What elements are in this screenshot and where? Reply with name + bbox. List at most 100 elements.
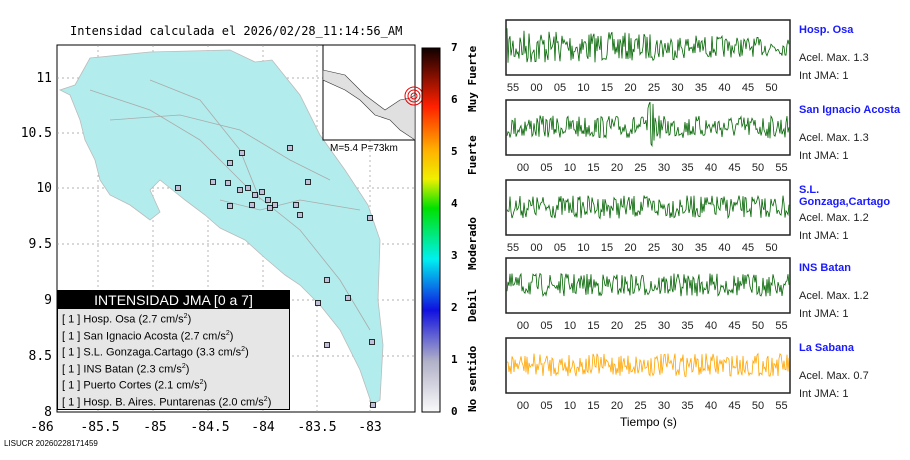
legend-station: Hosp. B. Aires. Puntarenas bbox=[83, 396, 216, 409]
station-marker[interactable] bbox=[315, 300, 321, 306]
colorbar-label-no-sentido: No sentido bbox=[466, 345, 479, 412]
time-tick: 20 bbox=[610, 400, 624, 412]
intensity-legend: INTENSIDAD JMA [0 a 7] [ 1 ] Hosp. Osa (… bbox=[57, 290, 290, 410]
waveform-trace bbox=[506, 101, 790, 148]
station-marker[interactable] bbox=[227, 203, 233, 209]
station-marker[interactable] bbox=[272, 202, 278, 208]
station-marker[interactable] bbox=[265, 197, 271, 203]
time-tick: 05 bbox=[553, 82, 567, 94]
station-marker[interactable] bbox=[287, 145, 293, 151]
station-int-jma: Int JMA: 1 bbox=[799, 388, 849, 400]
station-acel-max: Acel. Max. 1.2 bbox=[799, 290, 869, 302]
time-tick: 25 bbox=[634, 320, 647, 332]
time-tick: 00 bbox=[530, 242, 543, 254]
station-marker[interactable] bbox=[245, 185, 251, 191]
colorbar-tick: 4 bbox=[451, 197, 458, 210]
legend-intensity: [ 1 ] bbox=[62, 379, 81, 392]
station-marker[interactable] bbox=[225, 180, 231, 186]
legend-item: [ 1 ] S.L. Gonzaga.Cartago (3.3 cm/s2) bbox=[62, 346, 249, 359]
time-tick: 25 bbox=[647, 242, 661, 254]
time-tick: 15 bbox=[587, 162, 600, 174]
colorbar bbox=[421, 47, 441, 413]
time-tick: 40 bbox=[718, 242, 731, 254]
inset-label: M=5.4 P=73km bbox=[330, 143, 398, 154]
road bbox=[219, 199, 361, 211]
station-marker[interactable] bbox=[175, 185, 181, 191]
x-tick: -83.5 bbox=[297, 420, 337, 435]
station-marker[interactable] bbox=[249, 202, 255, 208]
time-tick: 20 bbox=[610, 320, 624, 332]
time-tick: 00 bbox=[516, 320, 530, 332]
colorbar-tick: 0 bbox=[451, 405, 458, 418]
station-marker[interactable] bbox=[305, 179, 311, 185]
station-name: INS Batan bbox=[799, 262, 851, 274]
legend-station: Puerto Cortes bbox=[83, 379, 152, 392]
station-int-jma: Int JMA: 1 bbox=[799, 150, 849, 162]
station-marker[interactable] bbox=[324, 342, 330, 348]
station-marker[interactable] bbox=[367, 215, 373, 221]
station-marker[interactable] bbox=[252, 192, 258, 198]
legend-item: [ 1 ] INS Batan (2.3 cm/s2) bbox=[62, 362, 190, 376]
waveform-trace bbox=[506, 352, 790, 377]
time-tick: 45 bbox=[728, 400, 741, 412]
station-marker[interactable] bbox=[210, 179, 216, 185]
time-tick: 00 bbox=[516, 162, 530, 174]
station-marker[interactable] bbox=[239, 150, 245, 156]
y-tick: 8.5 bbox=[28, 349, 52, 364]
legend-exponent: 2 bbox=[181, 362, 186, 370]
waveform-trace bbox=[506, 194, 790, 220]
station-marker[interactable] bbox=[293, 202, 299, 208]
time-tick: 50 bbox=[751, 400, 765, 412]
time-tick: 05 bbox=[553, 242, 567, 254]
waveform-panel bbox=[505, 257, 791, 314]
time-tick: 25 bbox=[647, 82, 661, 94]
station-marker[interactable] bbox=[237, 187, 243, 193]
y-tick: 9.5 bbox=[28, 237, 52, 252]
station-marker[interactable] bbox=[324, 277, 330, 283]
station-marker[interactable] bbox=[369, 339, 375, 345]
time-tick: 10 bbox=[577, 242, 590, 254]
station-marker[interactable] bbox=[227, 160, 233, 166]
time-tick: 20 bbox=[610, 162, 624, 174]
time-tick: 15 bbox=[587, 320, 600, 332]
time-tick: 40 bbox=[704, 320, 718, 332]
station-marker[interactable] bbox=[267, 205, 273, 211]
legend-acceleration: (2.1 cm/s bbox=[154, 379, 200, 392]
legend-exponent: 2 bbox=[241, 346, 246, 353]
colorbar-label-moderado: Moderado bbox=[466, 217, 479, 270]
station-marker[interactable] bbox=[297, 212, 303, 218]
legend-intensity: [ 1 ] bbox=[62, 363, 81, 376]
x-tick: -84.5 bbox=[190, 420, 230, 435]
time-tick: 35 bbox=[681, 320, 694, 332]
time-tick: 45 bbox=[741, 242, 755, 254]
time-tick: 10 bbox=[563, 400, 577, 412]
legend-acceleration: (2.7 cm/s bbox=[180, 330, 226, 343]
colorbar-tick: 5 bbox=[451, 145, 458, 158]
y-tick: 10.5 bbox=[20, 126, 52, 141]
colorbar-tick: 7 bbox=[451, 41, 458, 54]
station-int-jma: Int JMA: 1 bbox=[799, 230, 849, 242]
time-tick: 45 bbox=[741, 82, 755, 94]
x-axis-label: Tiempo (s) bbox=[620, 415, 677, 429]
legend-title: INTENSIDAD JMA [0 a 7] bbox=[58, 291, 289, 309]
station-acel-max: Acel. Max. 1.3 bbox=[799, 132, 869, 144]
waveform-trace bbox=[506, 272, 790, 298]
time-tick: 50 bbox=[751, 320, 765, 332]
time-tick: 35 bbox=[681, 162, 694, 174]
legend-station: San Ignacio Acosta bbox=[83, 330, 178, 343]
time-tick: 30 bbox=[671, 82, 684, 94]
y-tick: 9 bbox=[44, 293, 52, 308]
time-tick: 30 bbox=[657, 162, 671, 174]
station-name: La Sabana bbox=[799, 342, 855, 354]
station-marker[interactable] bbox=[370, 402, 376, 408]
legend-exponent: 2 bbox=[263, 395, 268, 403]
time-tick: 30 bbox=[657, 400, 671, 412]
time-tick: 35 bbox=[694, 82, 708, 94]
time-tick: 10 bbox=[563, 162, 577, 174]
station-marker[interactable] bbox=[345, 295, 351, 301]
station-int-jma: Int JMA: 1 bbox=[799, 70, 849, 82]
station-marker[interactable] bbox=[259, 189, 265, 195]
legend-exponent: 2 bbox=[199, 379, 204, 386]
time-tick: 30 bbox=[671, 242, 684, 254]
colorbar-tick: 2 bbox=[451, 301, 458, 314]
